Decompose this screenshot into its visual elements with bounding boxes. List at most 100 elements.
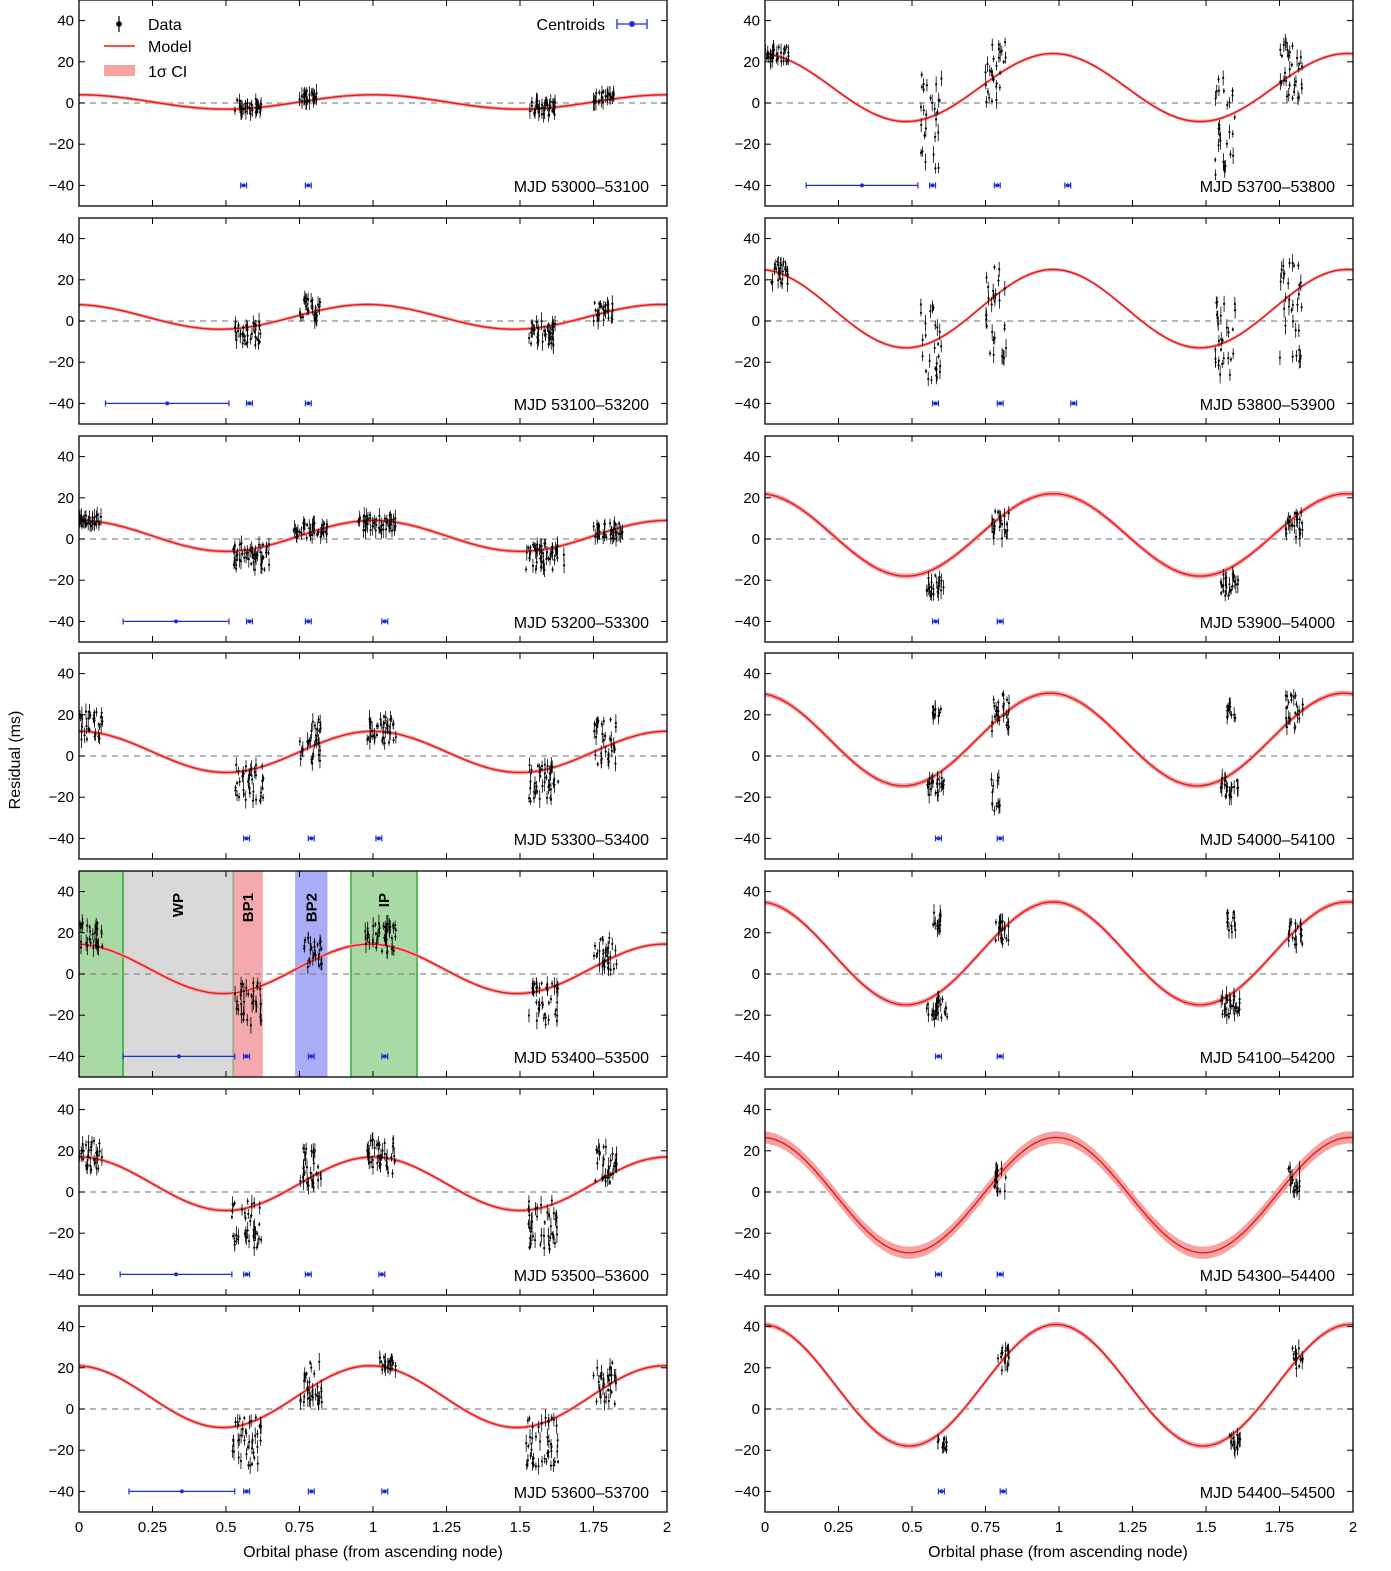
data-point bbox=[940, 776, 943, 779]
data-point bbox=[1284, 717, 1288, 720]
data-point bbox=[364, 521, 367, 524]
data-point bbox=[261, 543, 264, 546]
data-point bbox=[253, 1226, 256, 1229]
data-point bbox=[939, 589, 943, 592]
centroid-marker bbox=[1065, 183, 1070, 188]
data-point bbox=[547, 1440, 550, 1443]
y-tick-label: −40 bbox=[735, 1483, 760, 1500]
data-point bbox=[613, 1402, 616, 1405]
data-point bbox=[295, 535, 298, 539]
data-point bbox=[934, 791, 937, 795]
data-point bbox=[593, 301, 596, 304]
y-tick-label: −40 bbox=[49, 395, 74, 412]
data-point bbox=[1287, 939, 1290, 942]
data-point bbox=[373, 1146, 376, 1150]
data-point bbox=[555, 1226, 558, 1229]
data-point bbox=[783, 48, 786, 51]
data-point bbox=[592, 100, 595, 103]
data-point bbox=[267, 543, 271, 546]
data-point bbox=[998, 804, 1001, 807]
centroid-marker bbox=[936, 1054, 941, 1059]
data-point bbox=[598, 91, 601, 94]
data-point bbox=[534, 1435, 538, 1438]
data-point bbox=[995, 804, 998, 808]
data-point bbox=[600, 761, 603, 764]
data-point bbox=[607, 946, 610, 949]
data-point bbox=[308, 527, 311, 530]
data-point bbox=[598, 963, 601, 967]
data-point bbox=[600, 99, 603, 102]
data-point bbox=[1299, 281, 1302, 284]
data-point bbox=[320, 1401, 323, 1404]
centroid-marker bbox=[309, 1489, 314, 1494]
data-point bbox=[308, 100, 311, 103]
data-point bbox=[934, 713, 937, 716]
data-point bbox=[779, 261, 782, 265]
data-point bbox=[994, 939, 997, 942]
data-point bbox=[306, 100, 309, 103]
data-point bbox=[1297, 293, 1300, 296]
data-point bbox=[1233, 924, 1236, 927]
centroid-marker bbox=[244, 836, 249, 841]
data-point bbox=[1007, 511, 1010, 515]
data-point bbox=[601, 732, 604, 736]
model-line bbox=[79, 303, 667, 330]
data-point bbox=[244, 110, 247, 113]
data-point bbox=[943, 1010, 946, 1013]
data-point bbox=[985, 100, 988, 103]
data-point bbox=[238, 1417, 241, 1420]
data-point bbox=[369, 726, 372, 730]
data-point bbox=[1285, 79, 1288, 83]
data-point bbox=[535, 1215, 539, 1218]
data-point bbox=[1215, 313, 1219, 316]
data-point bbox=[994, 292, 997, 296]
data-point bbox=[925, 1007, 928, 1010]
data-point bbox=[938, 576, 941, 579]
model-line bbox=[765, 492, 1353, 577]
data-point bbox=[1225, 576, 1228, 579]
data-point bbox=[84, 514, 88, 517]
data-point bbox=[257, 320, 261, 324]
data-point bbox=[937, 342, 940, 346]
data-point bbox=[1002, 705, 1005, 708]
data-point bbox=[392, 739, 395, 742]
centroid-marker bbox=[309, 836, 314, 841]
data-point bbox=[378, 1144, 381, 1147]
data-point bbox=[549, 552, 552, 555]
data-point bbox=[309, 1361, 312, 1364]
data-point bbox=[250, 1214, 253, 1217]
data-point bbox=[934, 167, 937, 170]
data-point bbox=[243, 548, 246, 551]
data-point bbox=[1002, 714, 1005, 717]
data-point bbox=[921, 150, 924, 153]
data-point bbox=[1005, 937, 1008, 940]
data-point bbox=[991, 74, 994, 77]
model-line bbox=[765, 52, 1353, 123]
panel-plot-area bbox=[79, 871, 667, 1077]
panel-mjd-label: MJD 53200–53300 bbox=[514, 615, 649, 632]
y-tick-label: −40 bbox=[49, 830, 74, 847]
data-point bbox=[94, 733, 97, 736]
data-point bbox=[610, 738, 613, 742]
data-point bbox=[90, 1168, 93, 1171]
data-point bbox=[305, 1147, 308, 1150]
data-point bbox=[1000, 49, 1003, 52]
data-point bbox=[936, 996, 940, 999]
data-point bbox=[605, 536, 608, 539]
data-point bbox=[992, 784, 995, 787]
data-point bbox=[540, 103, 544, 106]
data-point bbox=[604, 94, 607, 98]
data-point bbox=[1217, 78, 1220, 81]
model-ci-band bbox=[765, 1131, 1353, 1259]
y-tick-label: 40 bbox=[57, 1319, 74, 1336]
data-point bbox=[1001, 693, 1004, 696]
data-point bbox=[377, 1154, 380, 1157]
data-point bbox=[316, 1395, 319, 1398]
data-point bbox=[375, 518, 378, 521]
data-point bbox=[375, 523, 378, 527]
data-point bbox=[600, 1176, 604, 1180]
data-point bbox=[386, 1156, 389, 1160]
data-point bbox=[382, 523, 385, 527]
data-point bbox=[604, 734, 607, 738]
